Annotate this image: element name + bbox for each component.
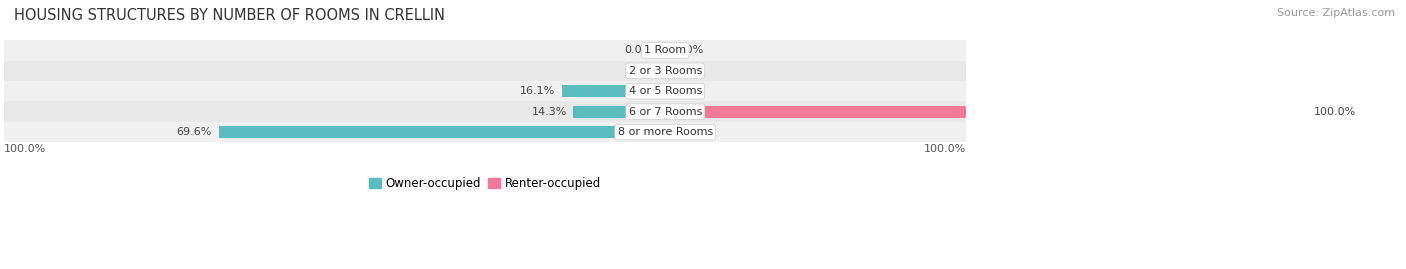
Text: 4 or 5 Rooms: 4 or 5 Rooms <box>628 86 702 96</box>
Text: 16.1%: 16.1% <box>520 86 555 96</box>
Text: 100.0%: 100.0% <box>4 144 46 154</box>
Bar <box>218 126 665 138</box>
Text: 6 or 7 Rooms: 6 or 7 Rooms <box>628 107 702 117</box>
Bar <box>562 85 665 97</box>
Text: HOUSING STRUCTURES BY NUMBER OF ROOMS IN CRELLIN: HOUSING STRUCTURES BY NUMBER OF ROOMS IN… <box>14 8 446 23</box>
Text: 8 or more Rooms: 8 or more Rooms <box>617 127 713 137</box>
Text: 100.0%: 100.0% <box>1313 107 1355 117</box>
Text: 0.0%: 0.0% <box>675 86 703 96</box>
Text: 14.3%: 14.3% <box>531 107 567 117</box>
Text: 0.0%: 0.0% <box>624 45 652 55</box>
Bar <box>4 101 966 122</box>
Text: 0.0%: 0.0% <box>675 127 703 137</box>
Bar <box>4 61 966 81</box>
Bar <box>665 106 1308 118</box>
Bar <box>4 81 966 101</box>
Bar <box>4 40 966 61</box>
Text: 69.6%: 69.6% <box>177 127 212 137</box>
Text: 0.0%: 0.0% <box>624 66 652 76</box>
Text: 1 Room: 1 Room <box>644 45 686 55</box>
Text: 0.0%: 0.0% <box>675 45 703 55</box>
Bar <box>4 122 966 142</box>
Bar <box>574 106 665 118</box>
Text: 100.0%: 100.0% <box>924 144 966 154</box>
Text: 0.0%: 0.0% <box>675 66 703 76</box>
Text: 2 or 3 Rooms: 2 or 3 Rooms <box>628 66 702 76</box>
Text: Source: ZipAtlas.com: Source: ZipAtlas.com <box>1277 8 1395 18</box>
Legend: Owner-occupied, Renter-occupied: Owner-occupied, Renter-occupied <box>364 172 606 195</box>
